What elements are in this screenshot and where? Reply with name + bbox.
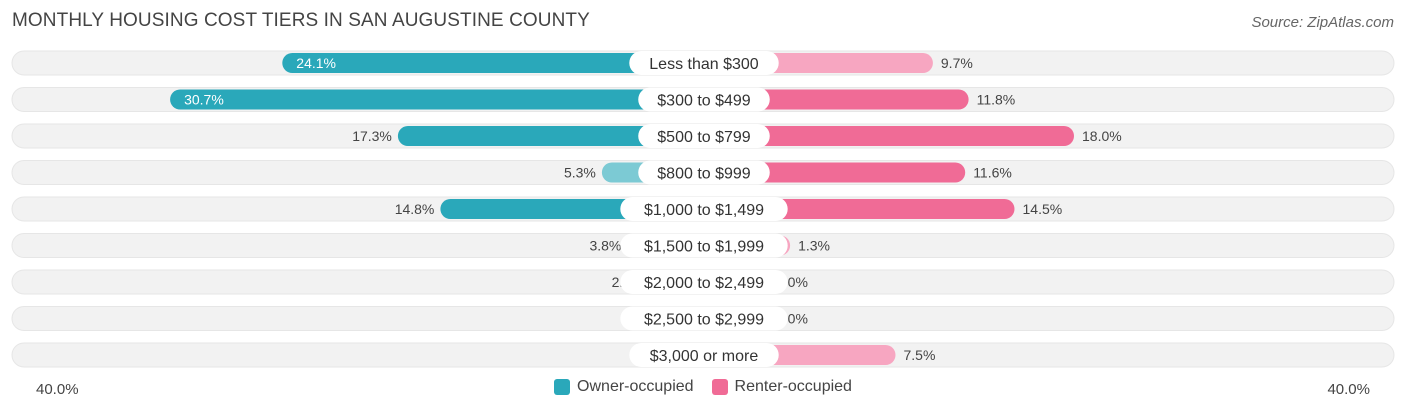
category-pill (638, 87, 770, 112)
category-pill (620, 233, 788, 258)
category-pill (629, 343, 779, 367)
legend-label-renter: Renter-occupied (734, 378, 852, 395)
category-label: $800 to $999 (657, 166, 751, 183)
owner-bar (397, 126, 704, 146)
legend: Owner-occupied Renter-occupied (0, 378, 1406, 396)
category-pill (620, 306, 788, 331)
category-label: $2,500 to $2,999 (644, 312, 764, 329)
chart-source: Source: ZipAtlas.com (1251, 14, 1394, 31)
axis-label-right: 40.0% (1327, 381, 1370, 398)
category-pill (638, 160, 770, 185)
axis-label-left: 40.0% (36, 381, 79, 398)
owner-value-label: 5.3% (564, 165, 596, 181)
renter-value-label: 18.0% (1082, 128, 1122, 144)
owner-value-label: 24.1% (296, 55, 336, 71)
renter-bar (698, 126, 1074, 146)
owner-value-label: 30.7% (184, 92, 224, 108)
renter-value-label: 11.6% (973, 165, 1012, 181)
category-label: Less than $300 (649, 56, 759, 73)
legend-item-renter: Renter-occupied (711, 378, 852, 396)
renter-value-label: 9.7% (941, 55, 973, 71)
owner-value-label: 17.3% (352, 128, 392, 144)
renter-value-label: 11.8% (977, 92, 1016, 108)
owner-bar (282, 53, 704, 73)
category-pill (629, 51, 779, 75)
category-pill (620, 197, 788, 221)
legend-swatch-renter (711, 379, 728, 395)
chart-title: MONTHLY HOUSING COST TIERS IN SAN AUGUST… (12, 10, 590, 31)
category-pill (638, 124, 770, 148)
renter-value-label: 1.3% (798, 238, 830, 254)
category-label: $3,000 or more (650, 348, 759, 365)
legend-swatch-owner (554, 379, 571, 395)
category-label: $1,500 to $1,999 (644, 239, 764, 256)
category-label: $2,000 to $2,499 (644, 275, 764, 292)
renter-value-label: 7.5% (904, 347, 936, 363)
category-label: $300 to $499 (657, 93, 751, 110)
category-label: $1,000 to $1,499 (644, 202, 764, 219)
category-pill (620, 270, 788, 294)
legend-label-owner: Owner-occupied (577, 378, 694, 395)
owner-value-label: 14.8% (395, 201, 435, 217)
owner-value-label: 3.8% (589, 238, 621, 254)
category-label: $500 to $799 (657, 129, 751, 146)
renter-value-label: 14.5% (1023, 201, 1063, 217)
legend-item-owner: Owner-occupied (554, 378, 694, 396)
owner-bar (170, 89, 705, 110)
